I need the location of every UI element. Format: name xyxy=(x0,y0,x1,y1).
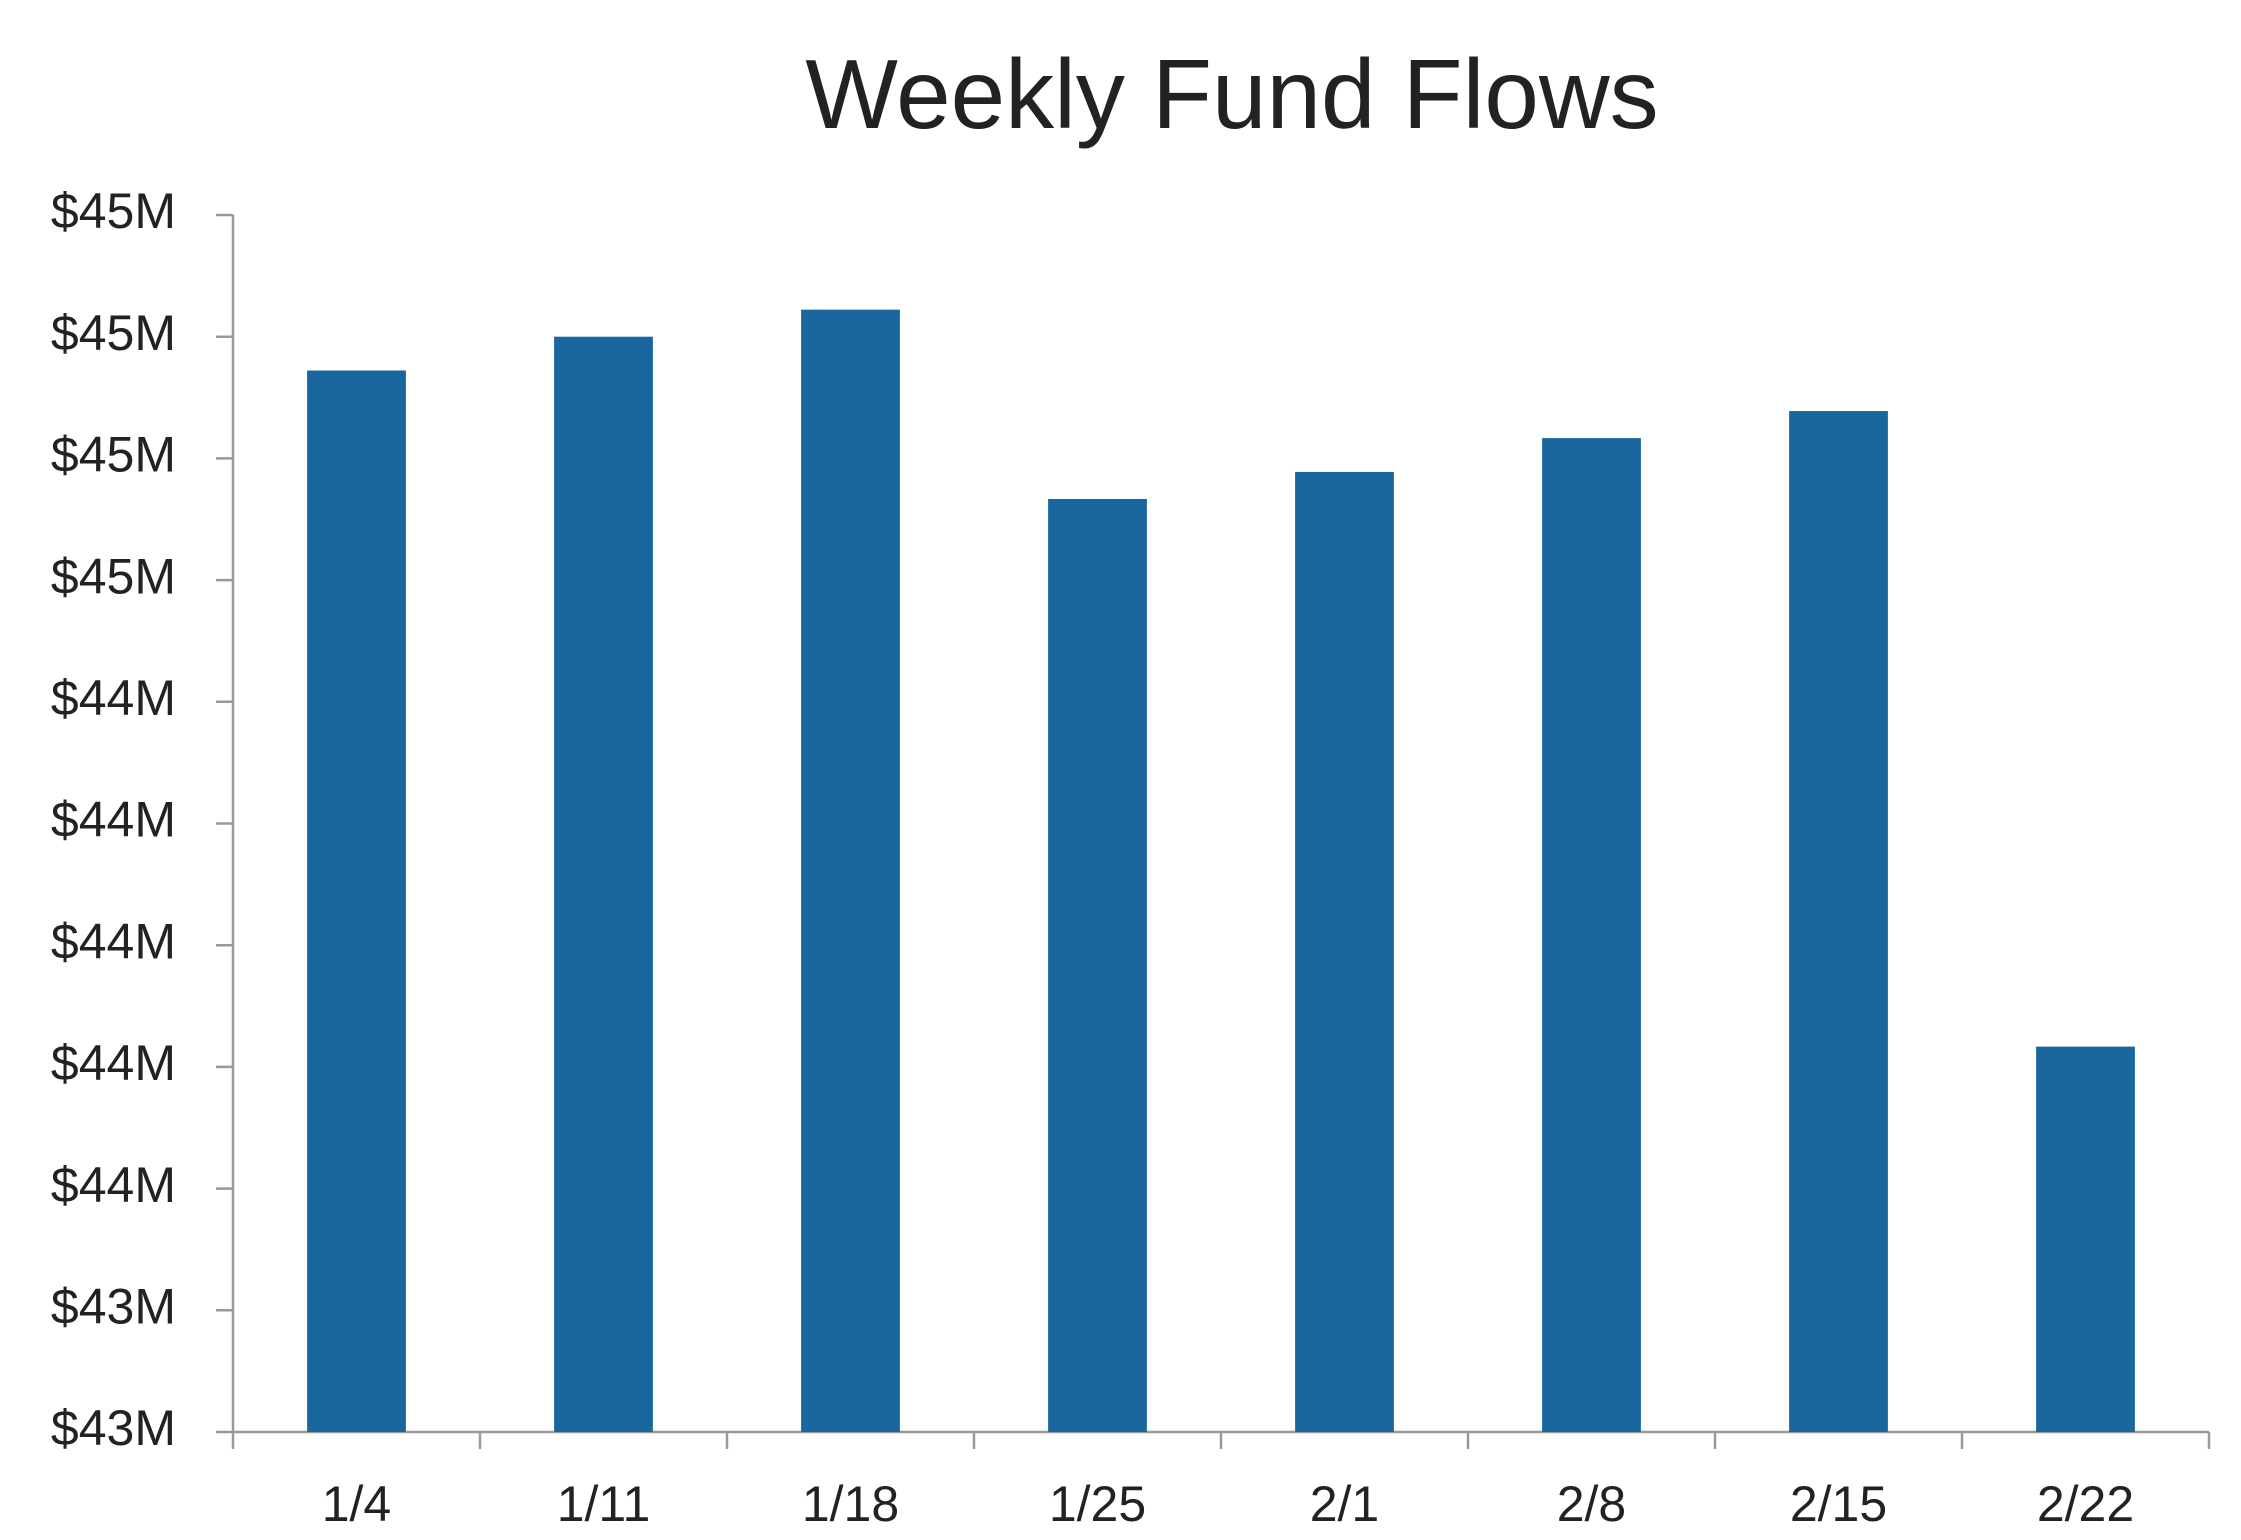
x-tick-label: 2/22 xyxy=(2037,1476,2134,1532)
y-tick-label: $45M xyxy=(51,548,176,604)
x-tick-label: 1/4 xyxy=(322,1476,392,1532)
bar xyxy=(1542,438,1641,1432)
y-tick-label: $45M xyxy=(51,305,176,361)
bar xyxy=(2036,1046,2135,1432)
bar xyxy=(554,336,653,1433)
y-tick-label: $45M xyxy=(51,183,176,239)
x-tick-label: 2/15 xyxy=(1790,1476,1887,1532)
bar xyxy=(801,309,900,1433)
y-tick-label: $44M xyxy=(51,670,176,726)
bar xyxy=(1048,498,1147,1432)
y-tick-label: $43M xyxy=(51,1400,176,1456)
x-tick-label: 2/1 xyxy=(1310,1476,1380,1532)
y-tick-label: $43M xyxy=(51,1279,176,1335)
chart-title: Weekly Fund Flows xyxy=(805,39,1658,149)
bar xyxy=(1789,411,1888,1432)
x-tick-label: 2/8 xyxy=(1557,1476,1627,1532)
bar xyxy=(1295,471,1394,1432)
y-tick-label: $44M xyxy=(51,1035,176,1091)
y-tick-label: $45M xyxy=(51,427,176,483)
x-tick-label: 1/25 xyxy=(1049,1476,1146,1532)
x-tick-label: 1/18 xyxy=(802,1476,899,1532)
y-tick-label: $44M xyxy=(51,1157,176,1213)
bar xyxy=(307,370,406,1432)
y-tick-label: $44M xyxy=(51,913,176,969)
y-tick-label: $44M xyxy=(51,792,176,848)
x-tick-label: 1/11 xyxy=(557,1476,651,1532)
